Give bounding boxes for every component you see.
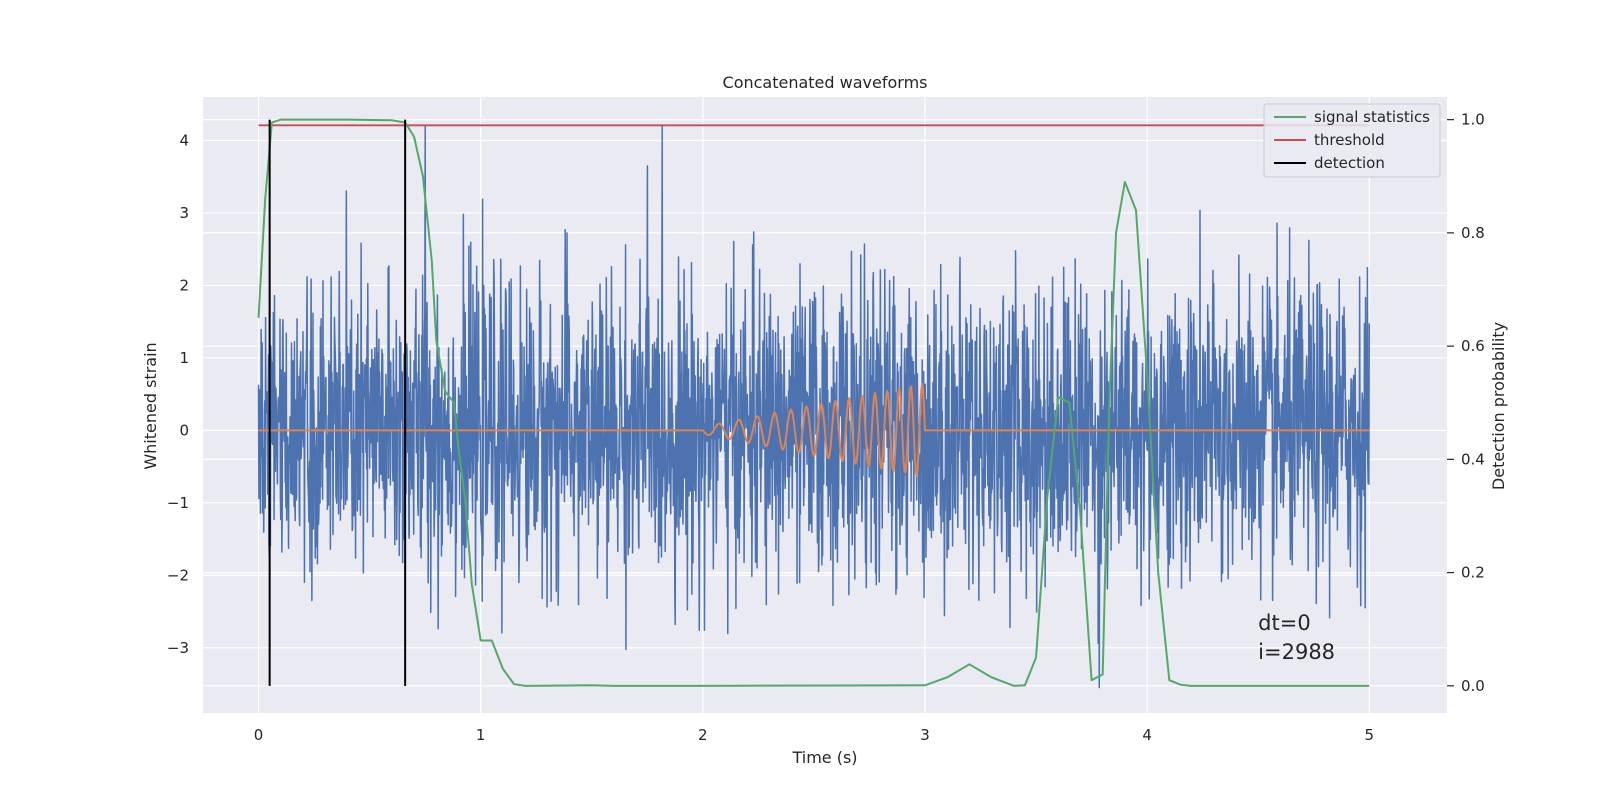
y2-tick-label: 0.4 — [1461, 450, 1485, 468]
x-tick-label: 4 — [1142, 726, 1152, 744]
y2-axis-label: Detection probability — [1489, 322, 1508, 490]
y-tick-label: −3 — [167, 639, 189, 657]
y-tick-labels: −3 −2 −1 0 1 2 3 4 — [167, 131, 189, 656]
series-injected-signal-line — [258, 382, 1370, 477]
annotation-line: i=2988 — [1258, 640, 1335, 664]
series-noise-line — [257, 125, 1370, 689]
series-signal-statistics-line — [257, 118, 1370, 687]
y2-tick-labels: 0.0 0.2 0.4 0.6 0.8 1.0 — [1461, 111, 1485, 695]
y-tick-label: 1 — [179, 349, 189, 367]
x-tick-labels: 0 1 2 3 4 5 — [254, 726, 1374, 744]
x-tick-label: 5 — [1364, 726, 1374, 744]
y2-tick-label: 0.6 — [1461, 337, 1485, 355]
y-tick-label: 0 — [179, 421, 189, 439]
x-tick-label: 1 — [476, 726, 486, 744]
x-tick-label: 2 — [698, 726, 708, 744]
x-tick-label: 0 — [254, 726, 264, 744]
x-tick-label: 3 — [920, 726, 930, 744]
legend-entry-label: signal statistics — [1314, 108, 1430, 126]
annotation-block: dt=0 i=2988 — [1258, 611, 1335, 664]
legend-entry-label: detection — [1314, 154, 1385, 172]
annotation-line: dt=0 — [1258, 611, 1311, 635]
y2-tick-label: 0.0 — [1461, 677, 1485, 695]
y-tick-label: −1 — [167, 494, 189, 512]
y-tick-label: 2 — [179, 276, 189, 294]
y2-tick-label: 0.8 — [1461, 224, 1485, 242]
series-layer — [257, 118, 1370, 689]
y-tick-label: 4 — [179, 131, 189, 149]
y-tick-label: −2 — [167, 566, 189, 584]
legend-entry-label: threshold — [1314, 131, 1385, 149]
y-axis-label: Whitened strain — [141, 342, 160, 469]
x-axis-label: Time (s) — [791, 748, 857, 767]
legend: signal statistics threshold detection — [1263, 103, 1441, 178]
y2-tick-label: 0.2 — [1461, 564, 1485, 582]
legend-box — [1263, 103, 1441, 178]
y2-tick-label: 1.0 — [1461, 111, 1485, 129]
chart-title: Concatenated waveforms — [723, 73, 928, 92]
y-tick-label: 3 — [179, 204, 189, 222]
